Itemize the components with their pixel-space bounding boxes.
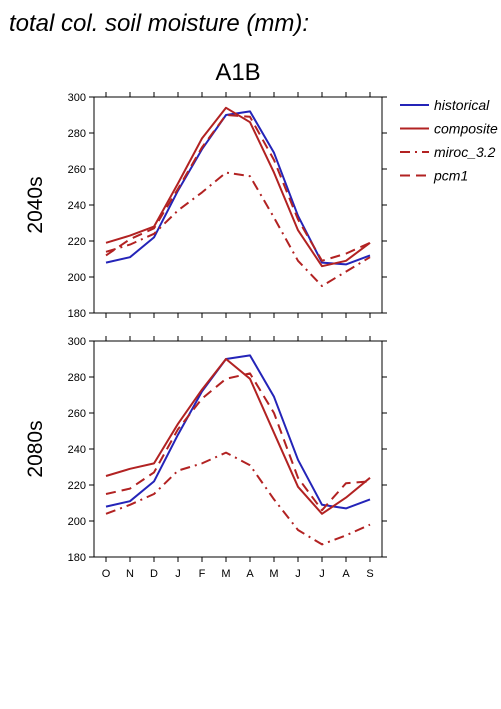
y-tick-label: 180 [68, 552, 86, 564]
y-tick-label: 300 [68, 336, 86, 348]
y-tick-label: 260 [68, 164, 86, 176]
period-label: 2040s [24, 176, 47, 233]
series-lines [105, 354, 371, 546]
y-tick-label: 200 [68, 516, 86, 528]
legend-label-pcm: pcm1 [433, 168, 468, 184]
x-tick-label: M [221, 568, 230, 580]
series-line-pcm [105, 372, 371, 512]
y-tick-label: 220 [68, 480, 86, 492]
series-line-composite [105, 358, 371, 515]
legend: historical composite miroc_3.2 pcm1 [400, 97, 498, 184]
x-tick-label: J [295, 568, 301, 580]
series-line-composite [105, 106, 371, 268]
y-axis: 180 200 220 240 260 280 300 [68, 92, 387, 320]
legend-label-miroc: miroc_3.2 [434, 144, 496, 160]
x-axis [105, 92, 371, 318]
y-tick-label: 300 [68, 92, 86, 104]
series-line-miroc [105, 171, 371, 287]
y-axis: 180 200 220 240 260 280 300 [68, 336, 387, 564]
y-tick-label: 280 [68, 372, 86, 384]
legend-label-composite: composite [434, 121, 498, 137]
series-line-pcm [105, 114, 371, 262]
x-tick-label: S [366, 568, 373, 580]
panel-2080s: 180 200 220 240 260 280 300 O N D J F M A M J J A S 2080s [24, 336, 387, 580]
x-tick-label: J [175, 568, 181, 580]
scenario-title: A1B [215, 59, 260, 86]
y-tick-label: 260 [68, 408, 86, 420]
plot-frame [93, 340, 383, 558]
y-tick-label: 200 [68, 272, 86, 284]
series-line-miroc [105, 451, 371, 546]
y-tick-label: 280 [68, 128, 86, 140]
y-tick-label: 240 [68, 200, 86, 212]
y-tick-label: 180 [68, 308, 86, 320]
y-tick-label: 220 [68, 236, 86, 248]
series-line-historical [105, 110, 371, 266]
x-tick-label: N [126, 568, 134, 580]
period-label: 2080s [24, 420, 47, 477]
figure-title: total col. soil moisture (mm): [9, 10, 309, 37]
series-line-historical [105, 354, 371, 510]
y-tick-label: 240 [68, 444, 86, 456]
x-tick-label: O [102, 568, 111, 580]
plot-frame [93, 96, 383, 314]
x-tick-label: D [150, 568, 158, 580]
series-lines [105, 106, 371, 287]
x-tick-label: M [269, 568, 278, 580]
x-tick-label: F [199, 568, 206, 580]
x-tick-label: A [246, 568, 254, 580]
panel-2040s: 180 200 220 240 260 280 300 2040s [24, 92, 387, 320]
x-tick-label: J [319, 568, 325, 580]
x-tick-label: A [342, 568, 350, 580]
legend-label-historical: historical [434, 97, 490, 113]
